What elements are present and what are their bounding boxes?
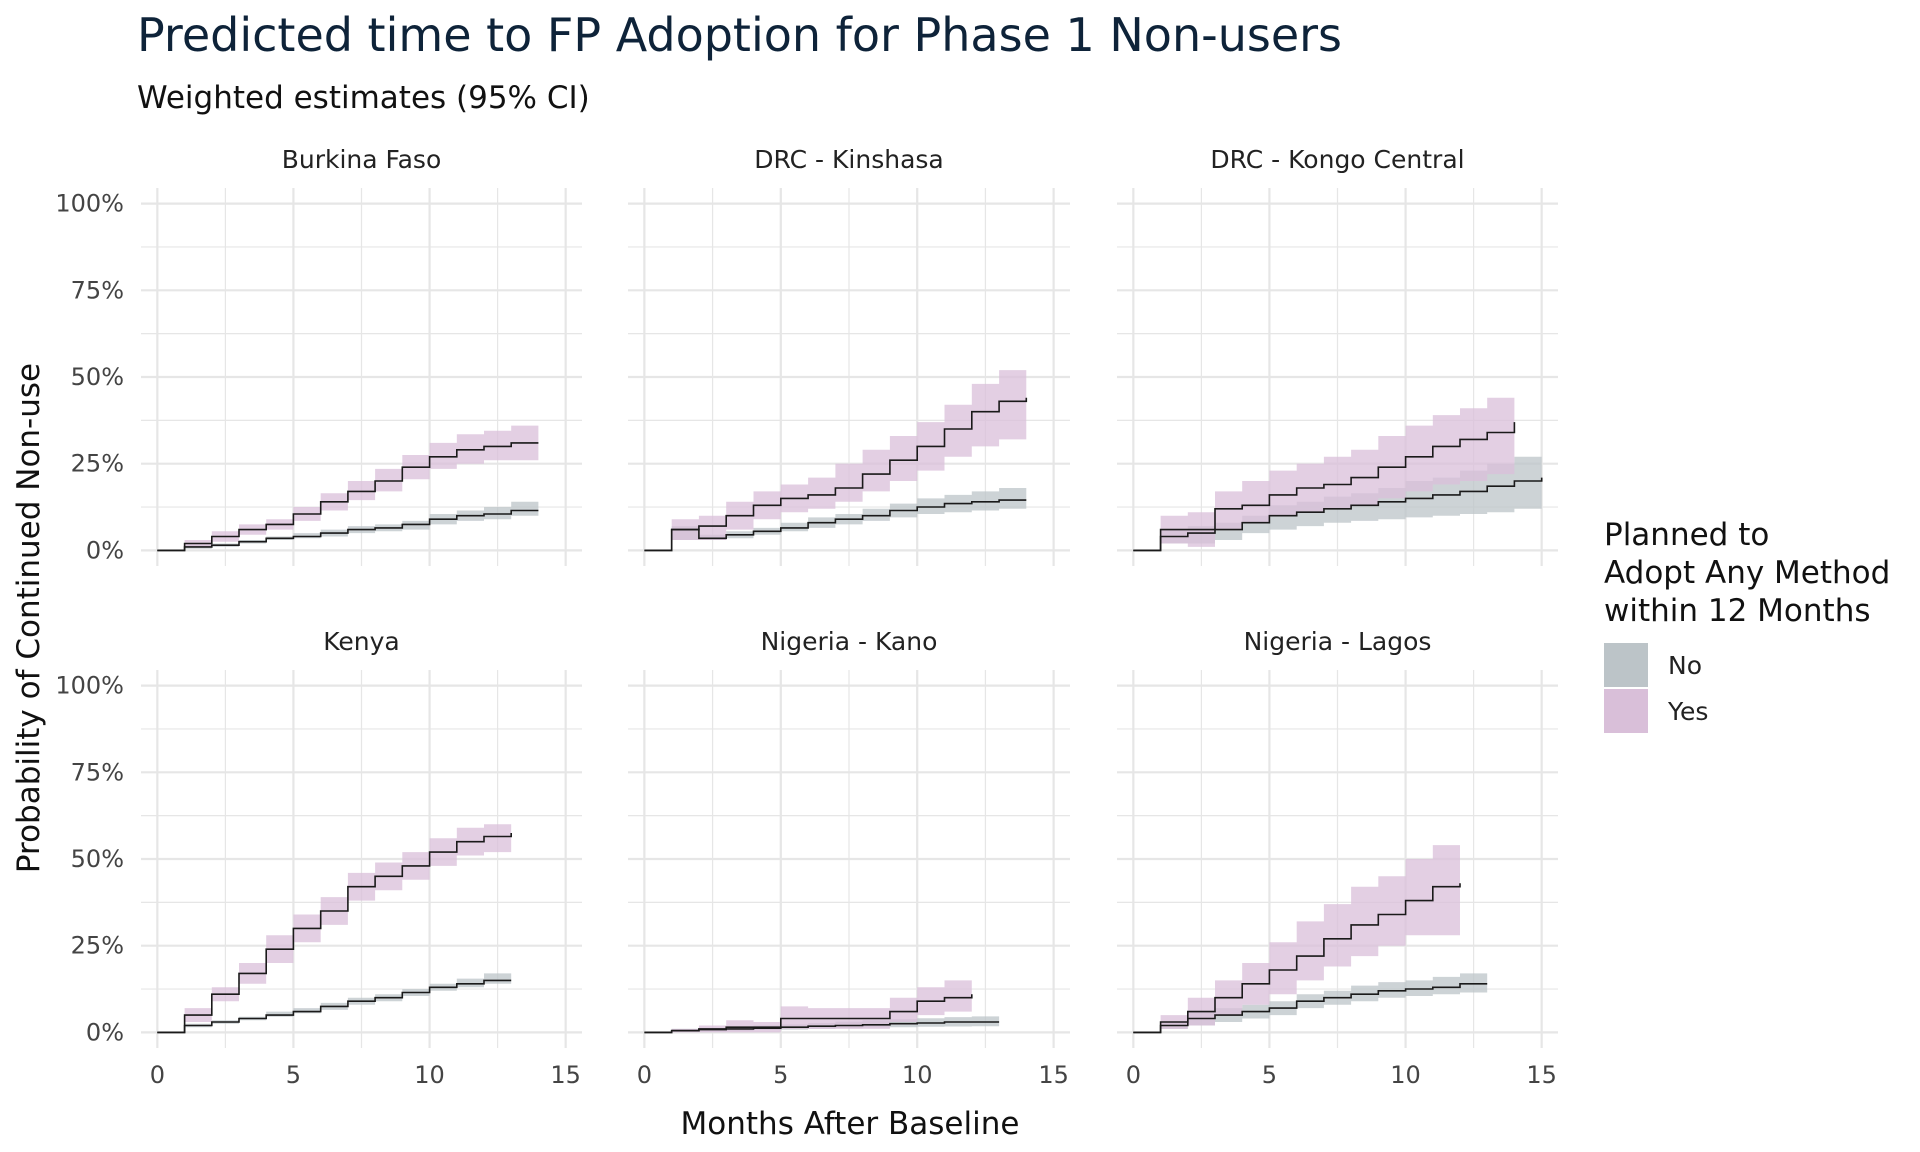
x-tick-label: 10 xyxy=(1390,1061,1421,1089)
x-tick-label: 0 xyxy=(637,1061,652,1089)
step-line-yes xyxy=(157,833,512,1034)
y-tick-label: 100% xyxy=(55,672,124,700)
facet-label: Nigeria - Lagos xyxy=(1244,627,1432,656)
y-tick-label: 50% xyxy=(71,363,124,391)
panel-drc-kongo-central: DRC - Kongo Central xyxy=(1117,145,1558,566)
x-tick-label: 15 xyxy=(1526,1061,1557,1089)
y-tick-label: 100% xyxy=(55,190,124,218)
legend-label-yes: Yes xyxy=(1667,697,1708,726)
legend-title-line: within 12 Months xyxy=(1604,593,1871,629)
ci-band-no xyxy=(157,973,512,1033)
x-tick-label: 5 xyxy=(286,1061,301,1089)
legend-title-line: Adopt Any Method xyxy=(1604,555,1890,591)
chart-subtitle: Weighted estimates (95% CI) xyxy=(137,80,590,116)
legend-swatch-no xyxy=(1604,643,1648,687)
y-tick-label: 25% xyxy=(71,932,124,960)
legend-swatch-yes xyxy=(1604,689,1648,733)
x-axis-title: Months After Baseline xyxy=(681,1106,1020,1142)
legend-title-line: Planned to xyxy=(1604,517,1769,553)
step-line-yes xyxy=(1133,422,1516,552)
ci-band-no xyxy=(1133,973,1488,1033)
panel-nigeria-lagos: Nigeria - Lagos 0 5 10 15 xyxy=(1117,627,1558,1089)
facet-label: DRC - Kinshasa xyxy=(754,145,943,174)
facet-label: Burkina Faso xyxy=(282,145,442,174)
step-line-no xyxy=(1133,983,1488,1034)
panel-nigeria-kano: Nigeria - Kano 0 5 10 15 xyxy=(628,627,1070,1089)
x-tick-label: 10 xyxy=(902,1061,933,1089)
step-line-no xyxy=(644,499,1027,552)
step-line-no xyxy=(1133,477,1543,552)
x-tick-label: 0 xyxy=(1126,1061,1141,1089)
step-line-no xyxy=(157,979,512,1034)
x-tick-label: 0 xyxy=(150,1061,165,1089)
y-tick-label: 50% xyxy=(71,845,124,873)
facet-label: DRC - Kongo Central xyxy=(1210,145,1464,174)
ci-band-yes xyxy=(1133,387,1515,551)
ci-band-yes xyxy=(157,824,512,1033)
x-tick-label: 10 xyxy=(414,1061,445,1089)
y-tick-label: 0% xyxy=(86,536,124,564)
x-tick-label: 15 xyxy=(550,1061,581,1089)
chart-title: Predicted time to FP Adoption for Phase … xyxy=(137,8,1343,62)
y-tick-label: 25% xyxy=(71,450,124,478)
y-tick-label: 75% xyxy=(71,276,124,304)
x-tick-label: 5 xyxy=(1262,1061,1277,1089)
panel-kenya: Kenya 0% 25% 50% 75% 100% 0 5 10 15 xyxy=(55,627,582,1089)
panel-drc-kinshasa: DRC - Kinshasa xyxy=(628,145,1070,566)
step-line-yes xyxy=(644,397,1028,552)
legend-label-no: No xyxy=(1668,651,1702,680)
x-tick-label: 5 xyxy=(773,1061,788,1089)
facet-label: Nigeria - Kano xyxy=(761,627,938,656)
ci-band-yes xyxy=(644,363,1027,551)
x-tick-label: 15 xyxy=(1038,1061,1069,1089)
step-line-yes xyxy=(644,994,973,1034)
step-line-no xyxy=(157,509,539,552)
step-line-yes xyxy=(1133,883,1461,1034)
y-tick-label: 75% xyxy=(71,758,124,786)
step-line-yes xyxy=(157,442,539,552)
y-tick-label: 0% xyxy=(86,1018,124,1046)
y-axis-title: Probability of Continued Non-use xyxy=(11,363,47,873)
ci-band-yes xyxy=(1133,845,1460,1033)
panel-burkina-faso: Burkina Faso 0% 25% 50% 75% 100% xyxy=(55,145,582,566)
facet-label: Kenya xyxy=(323,627,400,656)
